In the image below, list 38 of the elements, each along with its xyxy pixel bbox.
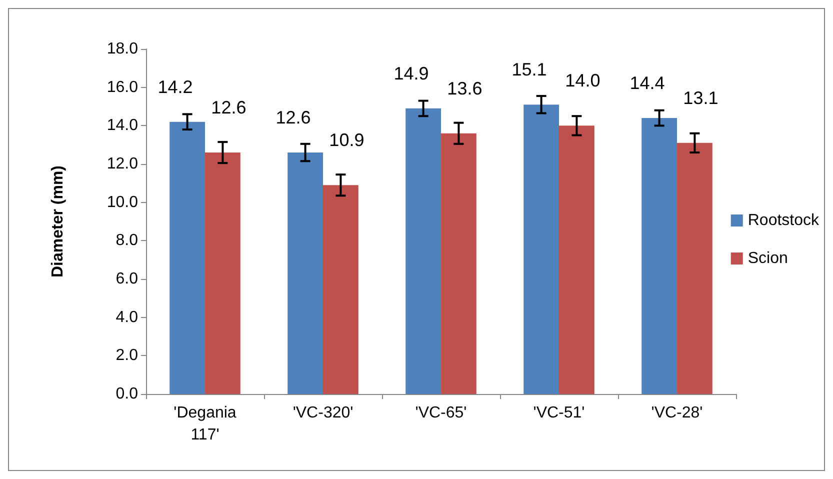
bar bbox=[441, 133, 476, 394]
y-tick-label: 4.0 bbox=[116, 308, 138, 326]
y-tick-label: 14.0 bbox=[106, 117, 138, 134]
bar bbox=[170, 122, 205, 394]
y-tick-label: 10.0 bbox=[106, 194, 138, 211]
x-tick-label: 'VC-65' bbox=[415, 404, 467, 422]
bar bbox=[205, 152, 240, 394]
y-axis-title: Diameter (mm) bbox=[50, 165, 66, 278]
data-label: 14.4 bbox=[630, 73, 665, 93]
bar bbox=[524, 104, 559, 394]
x-tick-label: 'VC-28' bbox=[651, 404, 703, 422]
data-label: 15.1 bbox=[512, 60, 547, 80]
bar bbox=[406, 108, 441, 394]
y-tick-label: 18.0 bbox=[106, 40, 138, 58]
bar bbox=[288, 152, 323, 394]
x-tick-label: 'VC-320' bbox=[292, 404, 354, 422]
y-tick-label: 6.0 bbox=[116, 270, 138, 288]
data-label: 14.9 bbox=[394, 63, 429, 84]
data-label: 13.1 bbox=[683, 88, 718, 108]
data-label: 14.0 bbox=[565, 70, 600, 91]
y-tick-label: 12.0 bbox=[106, 156, 138, 172]
y-tick-label: 2.0 bbox=[116, 347, 138, 364]
data-label: 12.6 bbox=[276, 108, 311, 128]
legend-label: Rootstock bbox=[748, 212, 820, 229]
x-tick-label: 'Degania 117' bbox=[174, 404, 236, 444]
bar bbox=[559, 126, 594, 394]
bar bbox=[677, 142, 712, 394]
legend-label: Scion bbox=[748, 250, 788, 267]
y-tick-label: 16.0 bbox=[106, 78, 138, 96]
bar bbox=[642, 118, 677, 394]
x-tick-label: 'VC-51' bbox=[533, 404, 585, 422]
bar bbox=[323, 185, 358, 394]
data-label: 12.6 bbox=[211, 98, 246, 118]
data-label: 10.9 bbox=[329, 130, 364, 150]
data-label: 13.6 bbox=[447, 78, 482, 98]
data-label: 14.2 bbox=[158, 76, 193, 97]
y-tick-label: 8.0 bbox=[116, 232, 138, 250]
y-tick-label: 0.0 bbox=[116, 386, 138, 402]
